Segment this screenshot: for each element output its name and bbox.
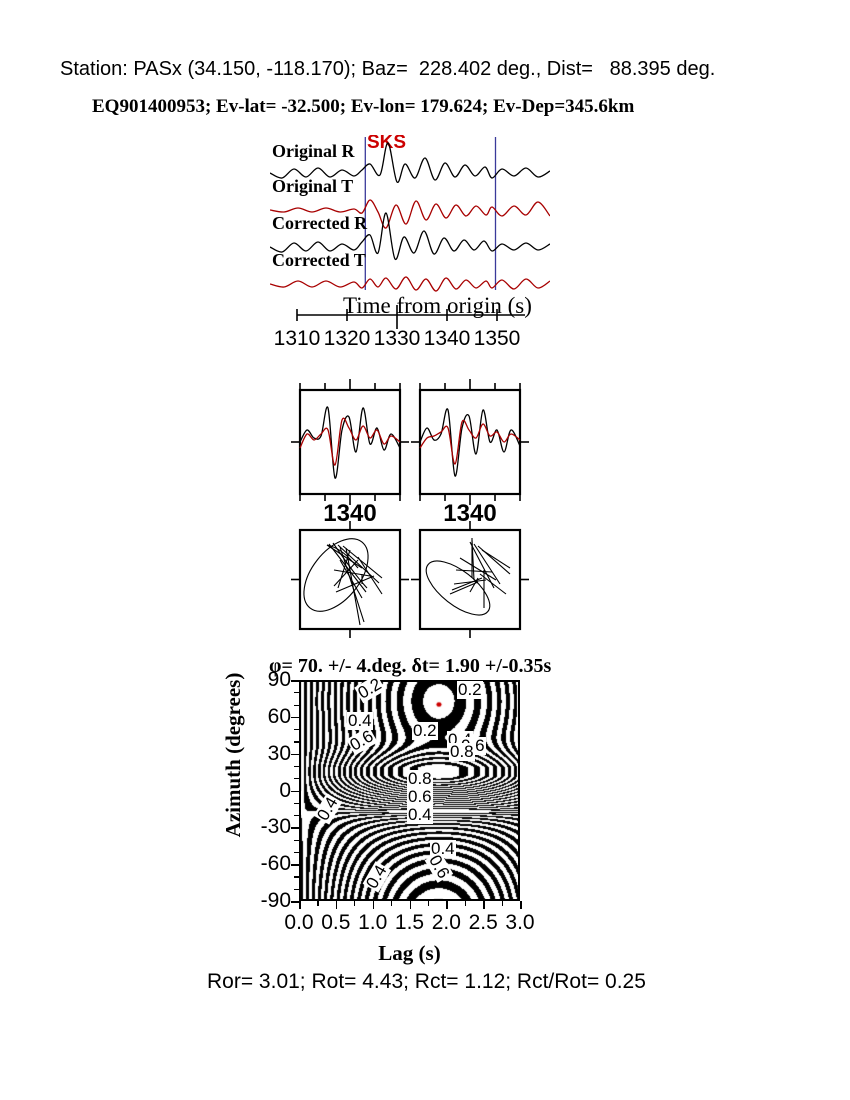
svg-text:Time from origin (s): Time from origin (s) <box>343 293 532 318</box>
svg-text:1350: 1350 <box>474 327 521 350</box>
svg-text:Original R: Original R <box>272 141 356 161</box>
svg-text:1340: 1340 <box>424 327 471 350</box>
svg-text:1310: 1310 <box>274 327 321 350</box>
svg-text:1330: 1330 <box>374 327 421 350</box>
svg-text:1320: 1320 <box>324 327 371 350</box>
svg-text:Original T: Original T <box>272 176 353 196</box>
svg-text:Corrected R: Corrected R <box>272 213 368 233</box>
svg-text:Corrected T: Corrected T <box>272 250 366 270</box>
